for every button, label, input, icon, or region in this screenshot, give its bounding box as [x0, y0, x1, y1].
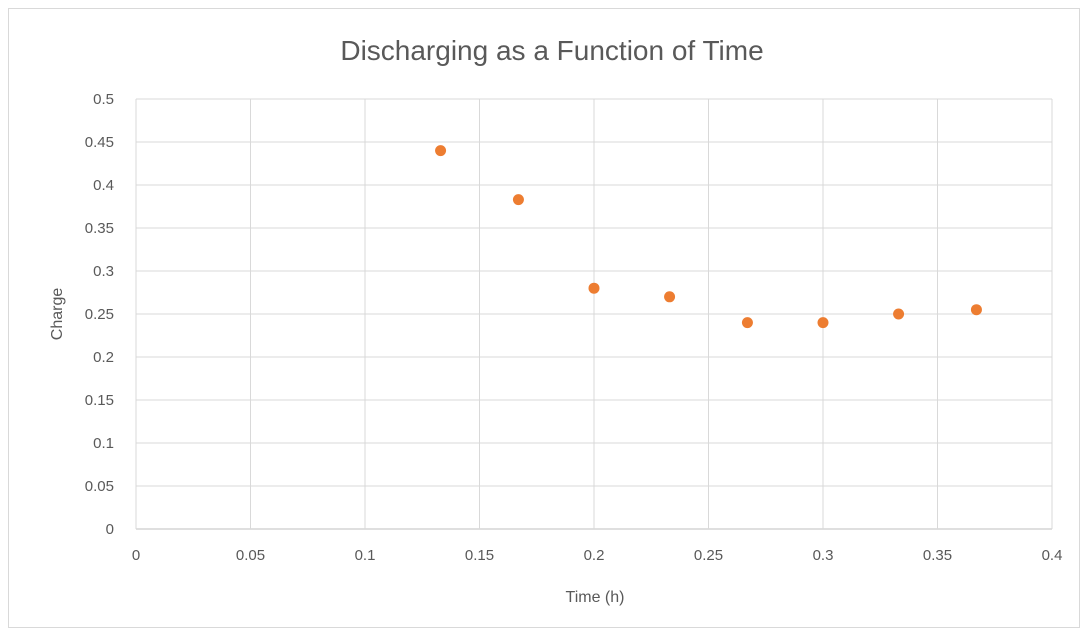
- y-tick-label: 0: [106, 521, 114, 538]
- x-tick-label: 0.1: [355, 547, 376, 564]
- data-point: [893, 308, 905, 320]
- x-tick-label: 0.2: [584, 547, 605, 564]
- y-tick-label: 0.05: [85, 478, 114, 495]
- y-axis-title: Charge: [49, 288, 66, 341]
- data-point: [588, 282, 600, 294]
- x-tick-label: 0.25: [694, 547, 723, 564]
- data-point: [817, 317, 829, 329]
- y-tick-label: 0.2: [93, 349, 114, 366]
- y-axis-ticks: 0 0.05 0.1 0.15 0.2 0.25 0.3 0.35 0.4 0.45 0.5: [85, 91, 114, 538]
- y-tick-label: 0.35: [85, 220, 114, 237]
- data-points: [435, 145, 982, 329]
- data-point: [970, 304, 982, 316]
- y-tick-label: 0.15: [85, 392, 114, 409]
- x-tick-label: 0.3: [813, 547, 834, 564]
- x-axis-ticks: 0 0.05 0.1 0.15 0.2 0.25 0.3 0.35 0.4: [132, 547, 1063, 564]
- data-point: [664, 291, 676, 303]
- x-tick-label: 0.15: [465, 547, 494, 564]
- data-point: [512, 194, 524, 206]
- y-tick-label: 0.3: [93, 263, 114, 280]
- x-tick-label: 0.35: [923, 547, 952, 564]
- y-tick-label: 0.5: [93, 91, 114, 108]
- y-tick-label: 0.1: [93, 435, 114, 452]
- y-tick-label: 0.4: [93, 177, 114, 194]
- x-axis-title: Time (h): [566, 589, 625, 606]
- x-tick-label: 0: [132, 547, 140, 564]
- y-tick-label: 0.45: [85, 134, 114, 151]
- x-tick-label: 0.4: [1042, 547, 1063, 564]
- x-tick-label: 0.05: [236, 547, 265, 564]
- data-point: [741, 317, 753, 329]
- chart-title: Discharging as a Function of Time: [340, 35, 763, 66]
- gridlines: [135, 98, 1053, 530]
- data-point: [435, 145, 447, 157]
- y-tick-label: 0.25: [85, 306, 114, 323]
